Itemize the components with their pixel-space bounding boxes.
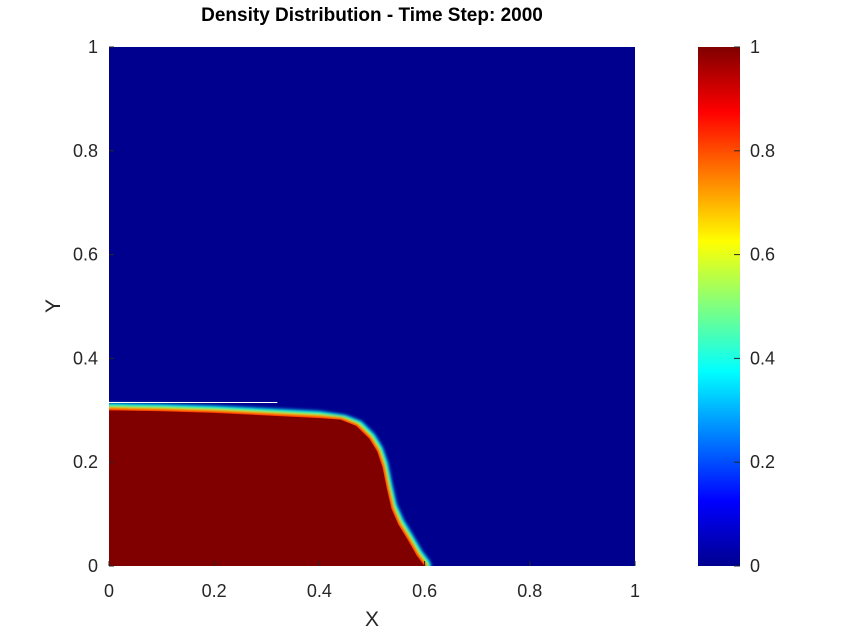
colorbar: 0 0.2 0.4 0.6 0.8 1 (698, 37, 775, 576)
chart-title: Density Distribution - Time Step: 2000 (201, 5, 543, 26)
x-tick-label: 0.8 (517, 581, 542, 601)
y-tick-label: 1 (88, 37, 98, 57)
y-tick-label: 0.2 (73, 452, 98, 472)
colorbar-tick-label: 0.2 (750, 452, 775, 472)
x-tick-label: 0.6 (412, 581, 437, 601)
y-axis: 0 0.2 0.4 0.6 0.8 1 (73, 37, 114, 576)
x-axis-label: X (365, 608, 379, 631)
y-tick-label: 0.6 (73, 245, 98, 265)
colorbar-gradient (698, 47, 740, 566)
plot-area (107, 47, 635, 568)
y-tick-label: 0.4 (73, 348, 98, 368)
colorbar-tick-label: 0.6 (750, 245, 775, 265)
colorbar-ticks: 0 0.2 0.4 0.6 0.8 1 (734, 37, 775, 576)
x-tick-label: 0 (104, 581, 114, 601)
x-axis: 0 0.2 0.4 0.6 0.8 1 (104, 561, 640, 601)
x-tick-label: 0.4 (307, 581, 332, 601)
colorbar-tick-label: 0.4 (750, 348, 775, 368)
x-tick-label: 0.2 (202, 581, 227, 601)
y-axis-label: Y (42, 299, 65, 313)
y-tick-label: 0.8 (73, 141, 98, 161)
colorbar-tick-label: 0 (750, 556, 760, 576)
y-tick-label: 0 (88, 556, 98, 576)
colorbar-tick-label: 0.8 (750, 141, 775, 161)
colorbar-tick-label: 1 (750, 37, 760, 57)
x-tick-label: 1 (630, 581, 640, 601)
